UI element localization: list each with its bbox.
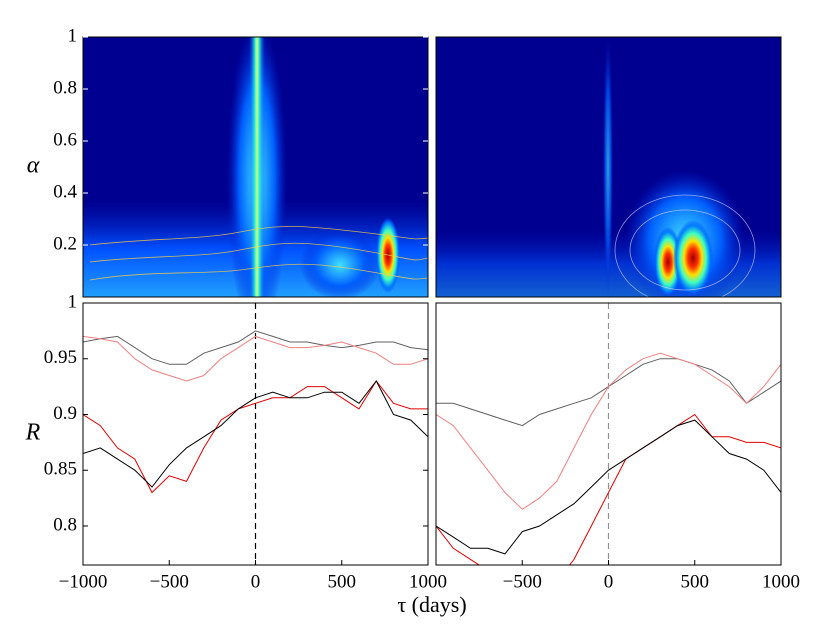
plot-layer: 0.2 0.4 0.6 0.8 1 α 0.8 0.85 0.9 0.95 1 −1000 −500 0 5… [25, 25, 800, 617]
lines [83, 303, 428, 565]
x-tick-label: 1000 [409, 571, 447, 592]
y-axis-label: α [27, 153, 40, 179]
x-tick-label: −1000 [59, 571, 108, 592]
y-axis-label: R [25, 420, 41, 446]
series-line [436, 419, 781, 555]
y-tick-label: 0.4 [53, 181, 77, 202]
series-line [436, 352, 781, 510]
series-line [436, 413, 781, 565]
x-axis-label: τ (days) [397, 592, 466, 617]
heatmap-image [436, 37, 781, 297]
y-tick-label: 0.95 [44, 347, 77, 368]
y-tick-label: 0.2 [53, 233, 77, 254]
y-tick-label: 0.85 [44, 459, 77, 480]
x-tick-label: −500 [150, 571, 189, 592]
x-tick-label: 1000 [762, 571, 800, 592]
heatmap-image [83, 37, 428, 297]
x-tick-label: 0 [251, 571, 261, 592]
x-tick-label: 500 [328, 571, 357, 592]
axes-frame [82, 36, 429, 298]
y-tick-label: 1 [68, 291, 78, 312]
y-tick-label: 0.8 [53, 514, 77, 535]
y-tick-label: 0.6 [53, 129, 77, 150]
y-tick-label: 1 [68, 25, 78, 46]
y-tick-label: 0.8 [53, 77, 77, 98]
series-line [83, 335, 428, 382]
series-line [83, 380, 428, 488]
y-tick-label: 0.9 [53, 403, 77, 424]
x-tick-label: 500 [681, 571, 710, 592]
x-tick-label: 0 [604, 571, 614, 592]
axes-frame [435, 36, 782, 298]
x-tick-label: −500 [503, 571, 542, 592]
series-line [83, 330, 428, 365]
lines [436, 303, 781, 565]
series-line [83, 380, 428, 494]
